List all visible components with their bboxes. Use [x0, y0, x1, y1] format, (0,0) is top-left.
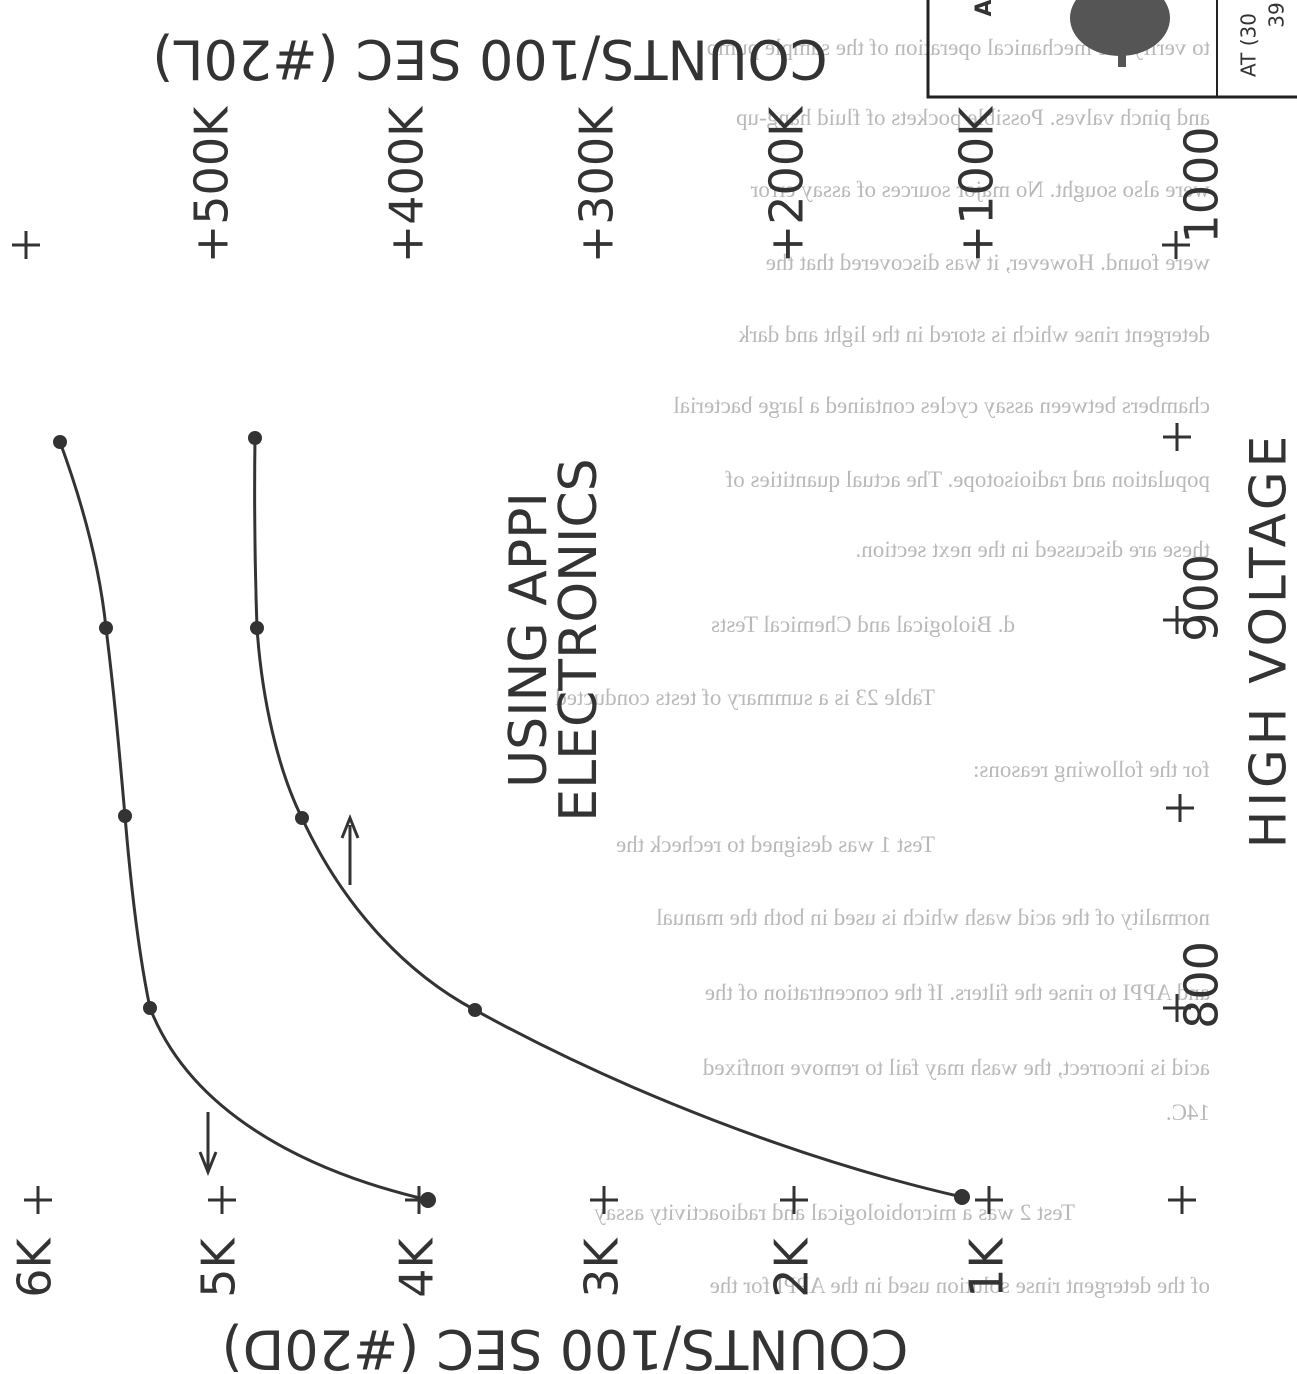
top-tick-label: +300K: [570, 105, 624, 263]
points: [53, 431, 970, 1208]
arrow: [340, 813, 360, 885]
stamp-text: AT (30: [1237, 13, 1261, 77]
top-tick-label: +400K: [380, 105, 434, 263]
axis-title: HIGH VOLTAGE: [1240, 432, 1297, 849]
mirrored-line: 14C.: [1166, 1100, 1210, 1125]
mirrored-text: to verify the mechanical operation of th…: [555, 35, 1210, 1298]
mirrored-line: Test 1 was designed to recheck the: [616, 832, 935, 857]
mirrored-line: these are discussed in the next section.: [856, 537, 1210, 562]
mirrored-line: detergent rinse which is stored in the l…: [738, 322, 1210, 347]
mirrored-line: of the detergent rinse solution used in …: [710, 1273, 1210, 1298]
curve-label: USING APPI: [499, 492, 559, 788]
mirrored-line: and pinch valves. Possible pockets of fl…: [736, 105, 1210, 130]
stamp: A AT (30 39: [926, 0, 1297, 99]
mirrored-line: and APPI to rinse the filters. If the co…: [705, 980, 1210, 1005]
mirrored-line: population and radioisotope. The actual …: [725, 467, 1210, 492]
right-tick-label: 800: [1175, 941, 1229, 1029]
top-tick-label: +500K: [185, 105, 239, 263]
curves: [53, 431, 970, 1208]
mirrored-line: Test 2 was a microbiological and radioac…: [594, 1200, 1075, 1225]
curve: [58, 441, 429, 1202]
top-tick-label: +200K: [760, 105, 814, 263]
mirrored-line: for the following reasons:: [973, 757, 1210, 782]
top-tick-label: +100K: [950, 105, 1004, 263]
bottom-tick-label: 2K: [765, 1236, 819, 1297]
axis-title: COUNTS/100 SEC (#20D): [222, 1317, 909, 1374]
curve: [253, 437, 963, 1199]
axis-title: COUNTS/100 SEC (#20L): [152, 27, 827, 90]
bottom-tick-label: 4K: [390, 1236, 444, 1297]
bottom-tick-label: 3K: [575, 1236, 629, 1297]
mirrored-line: d. Biological and Chemical Tests: [711, 612, 1015, 637]
bottom-tick-label: 6K: [8, 1236, 62, 1297]
bottom-tick-label: 1K: [960, 1236, 1014, 1297]
mirrored-line: acid is incorrect, the wash may fail to …: [702, 1055, 1210, 1080]
right-tick-label: 1000: [1175, 126, 1229, 243]
handwriting: COUNTS/100 SEC (#20L) COUNTS/100 SEC (#2…: [8, 27, 1297, 1374]
mirrored-line: were also sought. No major sources of as…: [750, 177, 1210, 202]
mirrored-line: normality of the acid wash which is used…: [656, 905, 1210, 930]
arrow: [198, 1112, 218, 1177]
curve-label: ELECTRONICS: [549, 458, 609, 821]
mirrored-line: chambers between assay cycles contained …: [673, 393, 1210, 418]
stamp-text: A: [972, 0, 997, 17]
right-tick-label: 900: [1175, 554, 1229, 642]
bottom-tick-label: 5K: [192, 1236, 246, 1297]
mirrored-line: were found. However, it was discovered t…: [766, 250, 1210, 275]
stamp-text: 39: [1265, 2, 1289, 27]
mirrored-line: Table 23 is a summary of tests conducted: [555, 685, 935, 710]
crosses: [12, 231, 1196, 1214]
